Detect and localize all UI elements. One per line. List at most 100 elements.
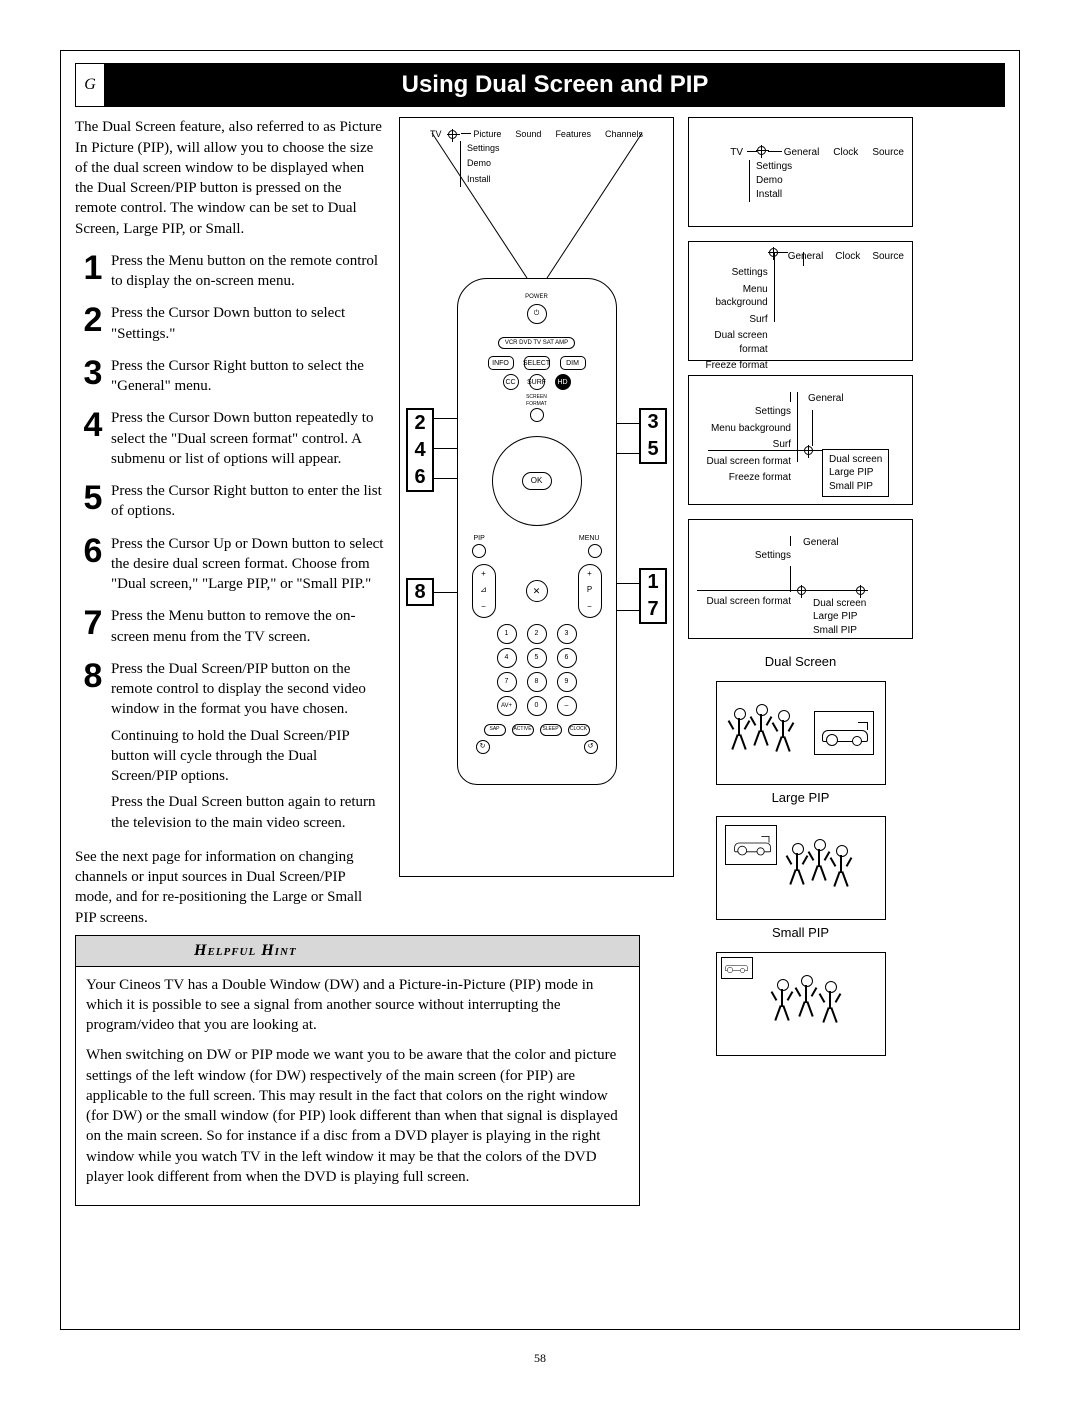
section-letter: G bbox=[75, 63, 105, 107]
step-text: Press the Cursor Up or Down button to se… bbox=[111, 534, 385, 595]
cursor-icon bbox=[448, 130, 457, 139]
menu-tree-1: TV Picture Sound Features Channels Setti… bbox=[430, 128, 643, 186]
cursor-icon bbox=[856, 586, 865, 595]
step: 7Press the Menu button to remove the on-… bbox=[75, 604, 385, 653]
cursor-icon bbox=[797, 586, 806, 595]
sap-button[interactable]: SAP bbox=[484, 724, 506, 736]
format-button[interactable] bbox=[530, 408, 544, 422]
num-button[interactable]: 5 bbox=[527, 648, 547, 668]
small-pip-preview bbox=[716, 952, 886, 1056]
channel-rocker[interactable]: + P − bbox=[578, 564, 602, 618]
menu-box-3: Settings Menu background Surf Dual scree… bbox=[688, 241, 913, 361]
step: 2Press the Cursor Down button to select … bbox=[75, 301, 385, 350]
callout-left-bot: 8 bbox=[406, 578, 434, 606]
step: 1Press the Menu button on the remote con… bbox=[75, 249, 385, 298]
num-button[interactable]: 9 bbox=[557, 672, 577, 692]
large-pip-label: Large PIP bbox=[688, 789, 913, 807]
helpful-hint-box: Helpful Hint Your Cineos TV has a Double… bbox=[75, 935, 640, 1206]
runners-icon bbox=[771, 969, 851, 1039]
nav-ring[interactable]: OK bbox=[492, 436, 582, 526]
step: 8 Press the Dual Screen/PIP button on th… bbox=[75, 657, 385, 839]
step-text: Press the Menu button to remove the on-s… bbox=[111, 606, 385, 647]
menu-label: MENU bbox=[579, 534, 600, 543]
av-button[interactable]: AV+ bbox=[497, 696, 517, 716]
step-text: Press the Cursor Right button to enter t… bbox=[111, 481, 385, 522]
mode-selector[interactable]: VCR DVD TV SAT AMP bbox=[498, 337, 575, 349]
main-columns: The Dual Screen feature, also referred t… bbox=[75, 117, 1005, 1060]
step: 3Press the Cursor Right button to select… bbox=[75, 354, 385, 403]
step-text: Press the Cursor Down button to select "… bbox=[111, 303, 385, 344]
menu-column: TV General Clock Source Settings Demo In… bbox=[688, 117, 913, 1060]
large-pip-preview bbox=[716, 816, 886, 920]
dual-screen-label: Dual Screen bbox=[688, 653, 913, 671]
num-button[interactable]: 4 bbox=[497, 648, 517, 668]
intro-paragraph: The Dual Screen feature, also referred t… bbox=[75, 117, 385, 239]
clock-button[interactable]: CLOCK bbox=[568, 724, 590, 736]
step-text: Press the Cursor Down button repeatedly … bbox=[111, 408, 385, 469]
menu-box-5: Settings Dual screen format General bbox=[688, 519, 913, 639]
num-button[interactable]: 6 bbox=[557, 648, 577, 668]
cc-button[interactable]: CC bbox=[503, 374, 519, 390]
select-button[interactable]: SELECT bbox=[524, 356, 550, 370]
step-extra: Continuing to hold the Dual Screen/PIP b… bbox=[111, 726, 385, 787]
menu-button[interactable] bbox=[588, 544, 602, 558]
remote-diagram: TV Picture Sound Features Channels Setti… bbox=[399, 117, 674, 877]
text-column: The Dual Screen feature, also referred t… bbox=[75, 117, 385, 1060]
dual-screen-preview bbox=[716, 681, 886, 785]
remote-body: POWER ⏻ VCR DVD TV SAT AMP INFO SELECT D… bbox=[457, 278, 617, 784]
page-frame: G Using Dual Screen and PIP The Dual Scr… bbox=[60, 50, 1020, 1330]
active-button[interactable]: ACTIVE bbox=[512, 724, 534, 736]
title-row: G Using Dual Screen and PIP bbox=[75, 63, 1005, 107]
sleep-button[interactable]: SLEEP bbox=[540, 724, 562, 736]
mute-button[interactable]: ✕ bbox=[526, 580, 548, 602]
hint-paragraph: Your Cineos TV has a Double Window (DW) … bbox=[86, 975, 629, 1036]
menu-box-2: TV General Clock Source Settings Demo In… bbox=[688, 117, 913, 227]
num-button[interactable]: 0 bbox=[527, 696, 547, 716]
car-pip-small bbox=[721, 957, 753, 979]
num-button[interactable]: 1 bbox=[497, 624, 517, 644]
step: 6Press the Cursor Up or Down button to s… bbox=[75, 532, 385, 601]
aux-button[interactable]: ↻ bbox=[476, 740, 490, 754]
num-button[interactable]: 8 bbox=[527, 672, 547, 692]
runners-icon bbox=[786, 833, 866, 903]
menu-box-4: Settings Menu background Surf Dual scree… bbox=[688, 375, 913, 505]
cursor-icon bbox=[804, 446, 813, 455]
power-label: POWER bbox=[468, 293, 606, 301]
power-button[interactable]: ⏻ bbox=[527, 304, 547, 324]
callout-right-top: 3 5 bbox=[639, 408, 667, 464]
hd-button[interactable]: HD bbox=[555, 374, 571, 390]
vol-ch-row: + ⊿ − ✕ + P − bbox=[472, 564, 602, 618]
hint-body: Your Cineos TV has a Double Window (DW) … bbox=[76, 967, 639, 1206]
car-pip bbox=[814, 711, 874, 755]
after-paragraph: See the next page for information on cha… bbox=[75, 847, 385, 928]
aux-button[interactable]: ↺ bbox=[584, 740, 598, 754]
pip-button[interactable] bbox=[472, 544, 486, 558]
step: 5Press the Cursor Right button to enter … bbox=[75, 479, 385, 528]
step-text: Press the Dual Screen/PIP button on the … bbox=[111, 659, 385, 720]
callout-left-top: 2 4 6 bbox=[406, 408, 434, 492]
steps-list: 1Press the Menu button on the remote con… bbox=[75, 249, 385, 839]
volume-rocker[interactable]: + ⊿ − bbox=[472, 564, 496, 618]
hint-paragraph: When switching on DW or PIP mode we want… bbox=[86, 1045, 629, 1187]
surf-button[interactable]: SURF bbox=[529, 374, 545, 390]
dim-button[interactable]: DIM bbox=[560, 356, 586, 370]
page-number: 58 bbox=[60, 1350, 1020, 1366]
step-text: Press the Cursor Right button to select … bbox=[111, 356, 385, 397]
page-title: Using Dual Screen and PIP bbox=[105, 63, 1005, 107]
car-pip bbox=[725, 825, 777, 865]
runners-icon bbox=[728, 698, 808, 768]
pip-label: PIP bbox=[474, 534, 485, 543]
diagram-column: TV Picture Sound Features Channels Setti… bbox=[399, 117, 674, 1060]
num-button[interactable]: 3 bbox=[557, 624, 577, 644]
callout-right-bot: 1 7 bbox=[639, 568, 667, 624]
num-button[interactable]: 7 bbox=[497, 672, 517, 692]
ok-button[interactable]: OK bbox=[522, 472, 552, 490]
dash-button[interactable]: – bbox=[557, 696, 577, 716]
step-extra: Press the Dual Screen button again to re… bbox=[111, 792, 385, 833]
num-button[interactable]: 2 bbox=[527, 624, 547, 644]
small-pip-label: Small PIP bbox=[688, 924, 913, 942]
cursor-icon bbox=[757, 146, 766, 155]
info-button[interactable]: INFO bbox=[488, 356, 514, 370]
step: 4Press the Cursor Down button repeatedly… bbox=[75, 406, 385, 475]
step-text: Press the Menu button on the remote cont… bbox=[111, 251, 385, 292]
